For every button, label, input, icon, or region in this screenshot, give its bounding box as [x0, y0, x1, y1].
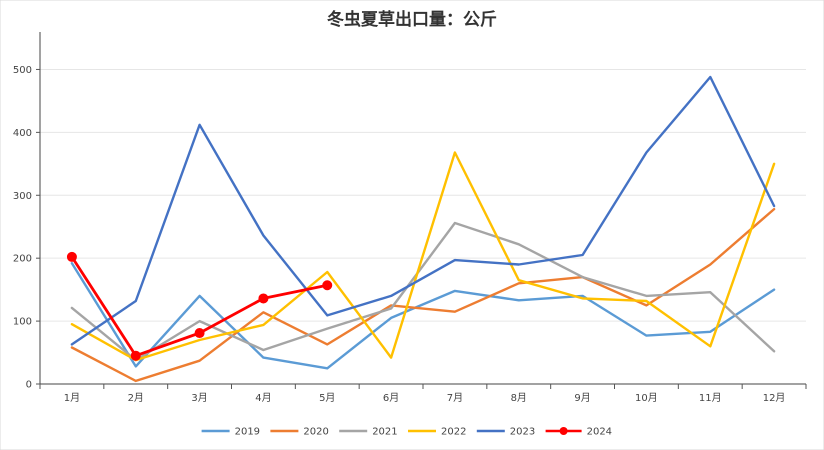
series-line-2021: [70, 221, 776, 362]
x-tick-label: 10月: [635, 392, 658, 404]
y-tick-label: 200: [13, 254, 32, 265]
x-tick-label: 8月: [511, 392, 527, 404]
chart-title: 冬虫夏草出口量：公斤: [327, 9, 497, 30]
data-point-2024: [66, 251, 77, 262]
x-tick-label: 6月: [383, 392, 399, 404]
legend-label-2020: 2020: [303, 427, 328, 438]
legend-label-2024: 2024: [587, 427, 612, 438]
x-tick-label: 9月: [574, 392, 590, 404]
gridlines: [40, 68, 806, 322]
data-point-2024: [130, 350, 141, 361]
y-tick-label: 100: [13, 317, 32, 328]
x-tick-label: 12月: [763, 392, 786, 404]
series-line-2023: [70, 75, 776, 346]
legend: 2019 2020 2021 2022 2023 2024: [201, 427, 612, 438]
data-point-2024: [194, 328, 205, 339]
legend-label-2022: 2022: [441, 427, 466, 438]
legend-label-2023: 2023: [510, 427, 535, 438]
legend-label-2021: 2021: [372, 427, 397, 438]
x-tick-label: 1月: [64, 392, 80, 404]
series-line-2020: [70, 207, 776, 383]
y-axis-ticks: 0 100 200 300 400 500: [13, 65, 40, 391]
x-tick-label: 7月: [447, 392, 463, 404]
x-tick-label: 4月: [255, 392, 271, 404]
x-tick-label: 5月: [319, 392, 335, 404]
series-line-2022: [70, 151, 776, 362]
data-point-2024: [258, 293, 269, 304]
series-line-2019: [70, 262, 776, 370]
y-tick-label: 300: [13, 191, 32, 202]
x-tick-label: 11月: [699, 392, 722, 404]
x-tick-label: 2月: [128, 392, 144, 404]
data-point-2024: [322, 280, 333, 291]
legend-marker-2024: [559, 427, 568, 435]
y-tick-label: 500: [13, 65, 32, 76]
x-tick-label: 3月: [191, 392, 207, 404]
y-tick-label: 0: [26, 380, 32, 391]
y-tick-label: 400: [13, 128, 32, 139]
x-axis-ticks: 1月 2月 3月 4月 5月 6月 7月 8月 9月 10月 11月 12月: [39, 384, 807, 404]
legend-label-2019: 2019: [235, 427, 260, 438]
series-lines: [66, 75, 776, 383]
